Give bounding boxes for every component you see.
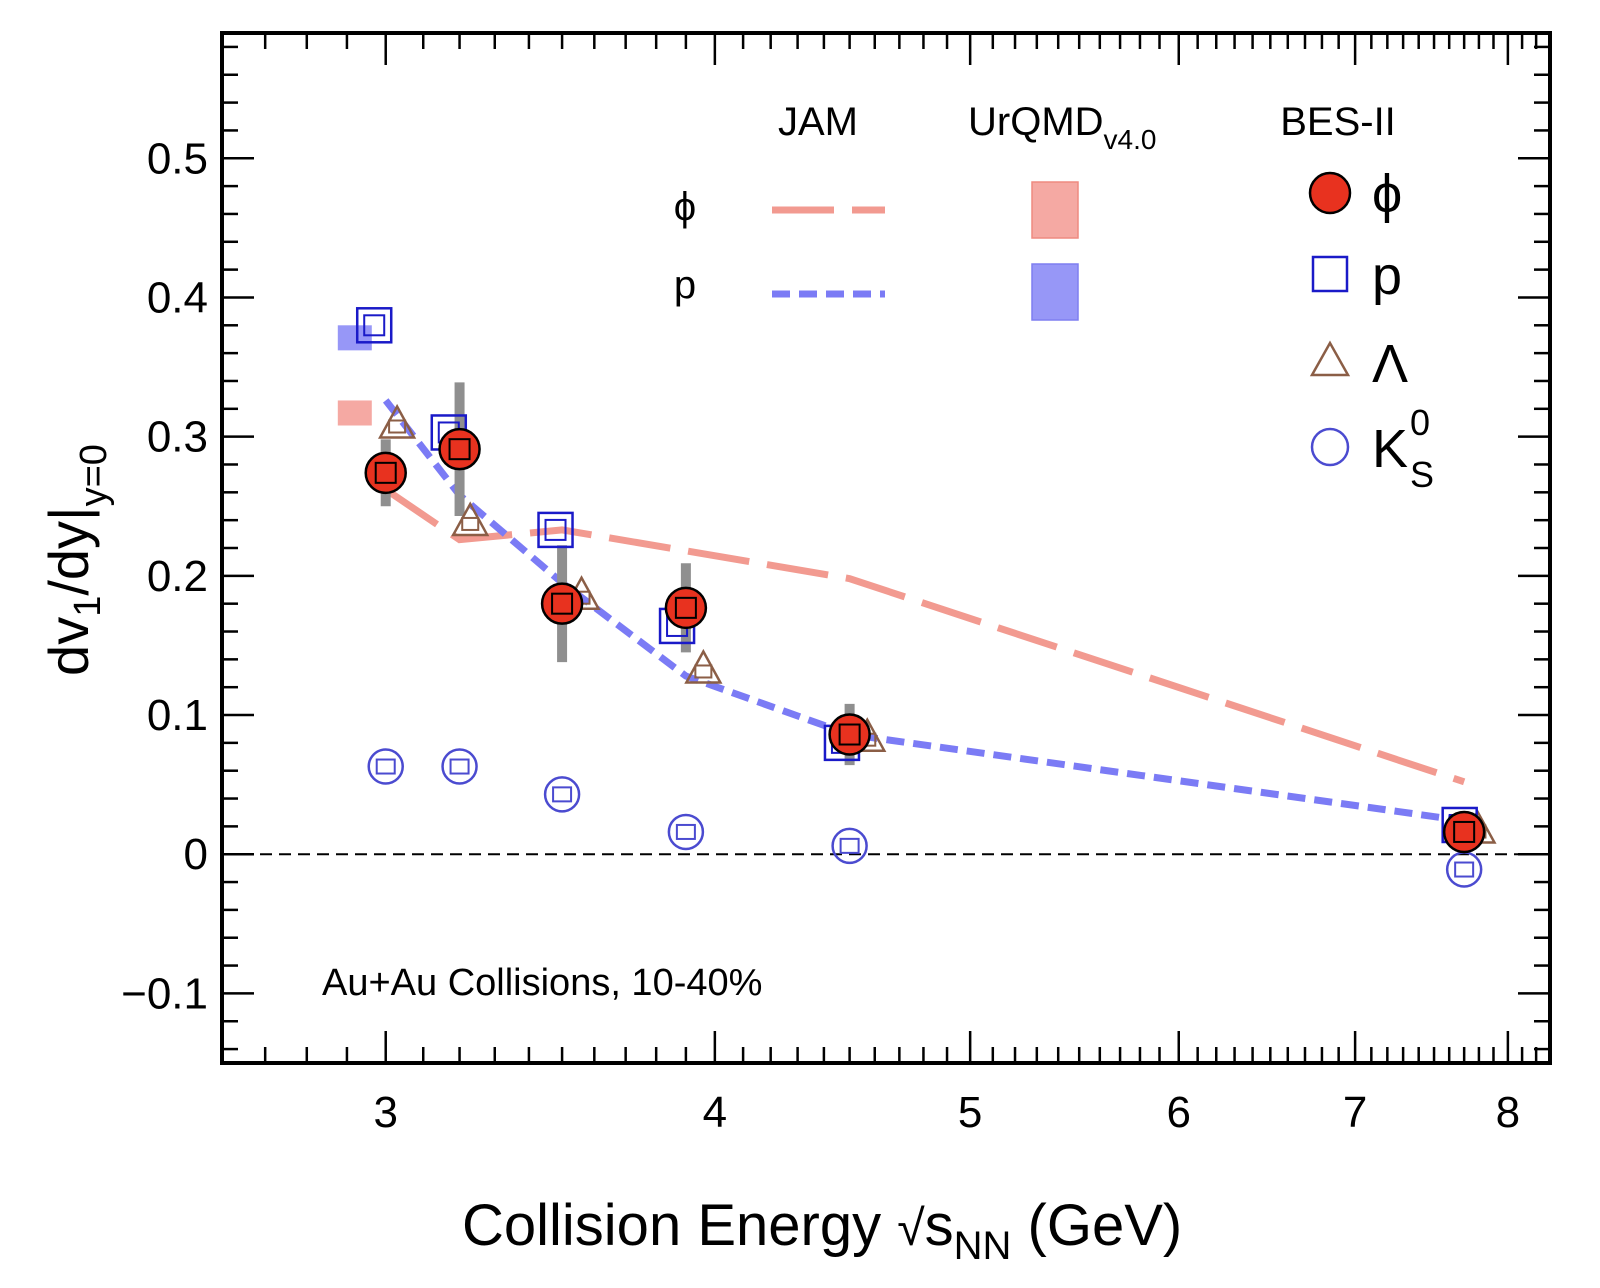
- k0s-syst-box: [1454, 861, 1475, 878]
- phi-syst-box: [448, 438, 471, 461]
- proton-marker: [355, 307, 393, 344]
- legend-phi-label: ϕ: [1372, 164, 1402, 224]
- proton-marker: [537, 511, 574, 549]
- y-axis-title-sub2: y=0: [73, 444, 115, 506]
- k0s-syst-box: [552, 786, 573, 803]
- k0s-marker: [441, 748, 478, 785]
- k0s-syst-box: [675, 823, 696, 840]
- legend-urqmd-phi-swatch: [1031, 181, 1079, 239]
- legend-lambda-label: Λ: [1372, 334, 1408, 394]
- legend-header-urqmd: UrQMDv4.0: [968, 100, 1156, 155]
- jam-phi-line: [383, 486, 1466, 786]
- x-tick-label: 7: [1343, 1088, 1367, 1137]
- k0s-marker: [1445, 851, 1483, 888]
- y-tick-label: 0.2: [147, 552, 208, 601]
- x-axis-title-sqrt: √: [897, 1200, 925, 1256]
- legend-header-urqmd-sub: v4.0: [1104, 124, 1157, 155]
- k0s-marker: [367, 748, 404, 785]
- urqmd-band: [337, 325, 372, 351]
- k0s-syst-box: [839, 837, 860, 854]
- x-tick-label: 4: [703, 1088, 727, 1137]
- lambda-syst-box: [388, 419, 407, 434]
- y-axis-title-mid: /dy|: [37, 506, 100, 595]
- k0s-marker: [667, 813, 705, 851]
- k0s-marker: [831, 827, 868, 865]
- legend-k0s-sub: S: [1410, 454, 1434, 495]
- k0s-marker: [543, 776, 581, 813]
- y-tick-label: 0.4: [147, 273, 208, 322]
- legend-header-jam: JAM: [778, 100, 858, 144]
- legend-row-p-label: p: [674, 263, 696, 307]
- phi-syst-box: [838, 723, 861, 746]
- proton-syst-box: [544, 518, 567, 541]
- k0s-syst-box: [449, 758, 470, 775]
- y-axis-title-main: dv: [37, 617, 100, 676]
- x-axis-title-var: s: [925, 1193, 954, 1258]
- phi-marker: [1442, 810, 1486, 854]
- phi-syst-box: [1453, 820, 1476, 843]
- x-axis-title-sub: NN: [954, 1224, 1012, 1268]
- phi-syst-box: [551, 592, 574, 615]
- y-axis-title: dv1/dy|y=0: [37, 444, 115, 676]
- legend-urqmd-p-swatch: [1031, 263, 1079, 321]
- jam-proton-line: [382, 398, 1465, 825]
- phi-syst-box: [374, 461, 397, 484]
- phi-marker: [438, 427, 481, 471]
- legend-proton-marker: [1311, 255, 1349, 293]
- proton-syst-box: [363, 314, 386, 337]
- x-tick-label: 3: [373, 1088, 397, 1137]
- x-axis-title-unit: (GeV): [1011, 1193, 1182, 1258]
- y-tick-label: −0.1: [121, 969, 208, 1018]
- x-axis-title-main: Collision Energy: [462, 1193, 897, 1258]
- phi-marker: [664, 586, 708, 630]
- y-tick-label: 0: [184, 830, 208, 879]
- phi-syst-box: [674, 596, 697, 619]
- legend-k0s-label: K: [1372, 419, 1408, 479]
- annotation-label: Au+Au Collisions, 10-40%: [322, 962, 762, 1004]
- y-tick-label: 0.5: [147, 134, 208, 183]
- legend-k0s-marker: [1310, 427, 1350, 467]
- legend-proton-label: p: [1372, 246, 1402, 306]
- y-tick-label: 0.3: [147, 413, 208, 462]
- legend-phi-marker: [1308, 171, 1352, 215]
- legend-header-bes: BES-II: [1280, 100, 1396, 144]
- x-tick-label: 5: [958, 1088, 982, 1137]
- phi-marker: [828, 713, 871, 756]
- legend-row-phi-label: ϕ: [674, 185, 696, 229]
- legend-lambda-marker: [1309, 340, 1351, 377]
- urqmd-band: [337, 400, 372, 426]
- plot-frame: [220, 31, 1552, 1065]
- legend-k0s-sup: 0: [1410, 402, 1430, 443]
- x-axis-title: Collision Energy √sNN (GeV): [462, 1193, 1182, 1268]
- lambda-syst-box: [694, 664, 713, 679]
- y-axis-title-sub1: 1: [67, 596, 109, 617]
- phi-marker: [540, 582, 584, 625]
- x-tick-label: 8: [1496, 1088, 1520, 1137]
- y-tick-label: 0.1: [147, 691, 208, 740]
- lambda-syst-box: [461, 516, 480, 531]
- phi-marker: [364, 451, 407, 495]
- k0s-syst-box: [375, 758, 396, 775]
- x-tick-label: 6: [1167, 1088, 1191, 1137]
